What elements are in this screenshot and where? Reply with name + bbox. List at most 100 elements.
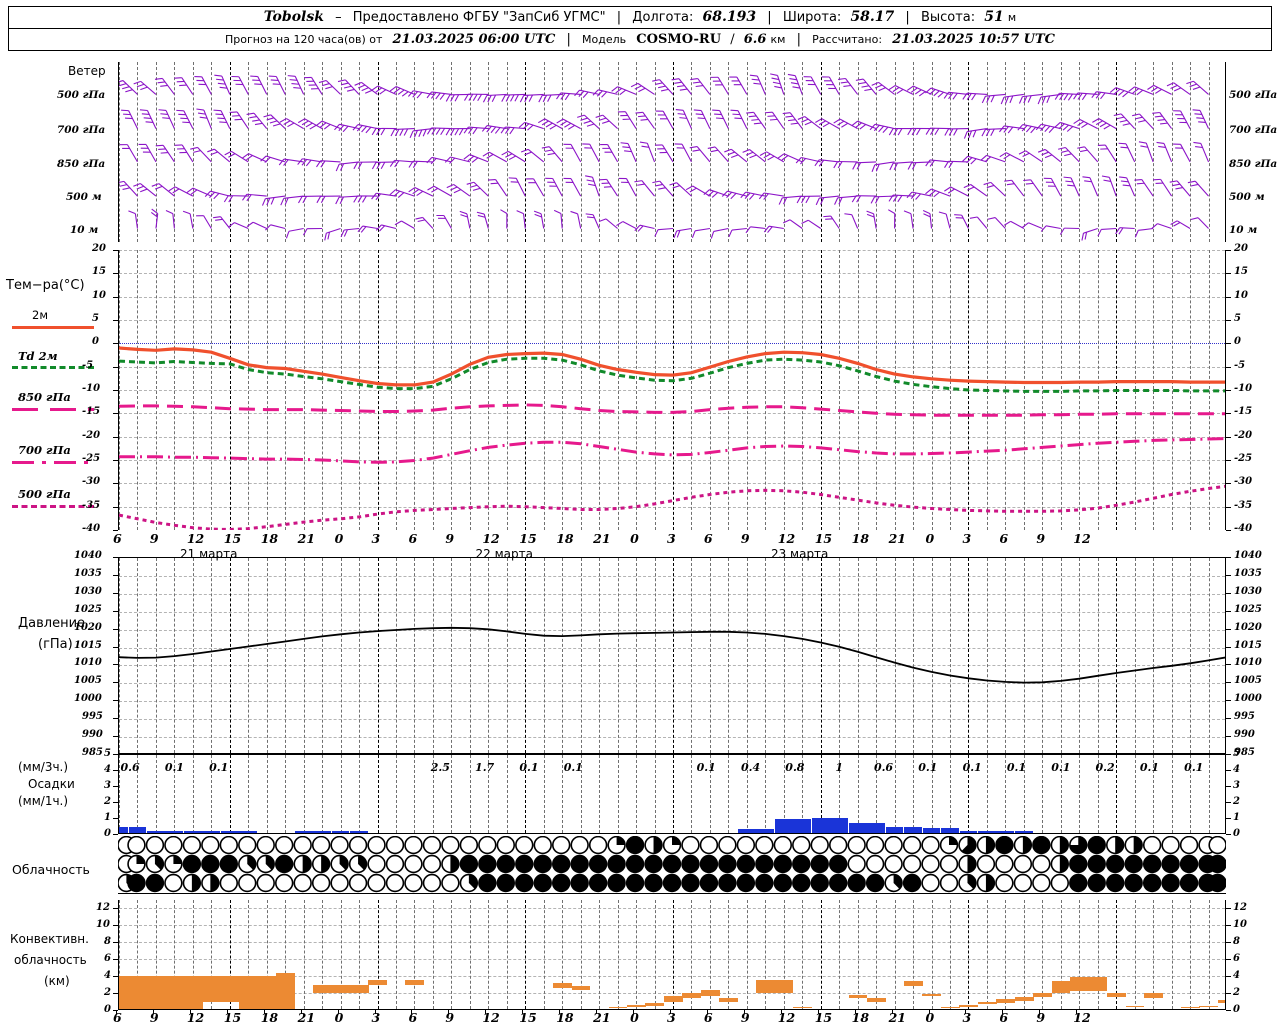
precipitation-bar: [923, 828, 941, 833]
cloud-mid-row: [1162, 856, 1179, 873]
grid-line: [248, 755, 249, 833]
axis-tick: [596, 1010, 597, 1014]
temperature-ytick-right: -15: [1234, 406, 1252, 417]
convective-title-line3: (км): [44, 974, 70, 988]
cloud-high-row: [313, 837, 330, 854]
grid-line: [618, 900, 619, 1009]
grid-line: [396, 755, 397, 833]
precipitation-bar: [775, 819, 793, 833]
axis-tick: [113, 802, 118, 803]
precipitation-bar: [118, 827, 128, 833]
time-tick-label: 6: [999, 531, 1008, 546]
grid-line: [728, 900, 729, 1009]
grid-line: [1209, 900, 1210, 1009]
precipitation-bar: [313, 831, 331, 833]
axis-tick: [1226, 1010, 1231, 1011]
precipitation-3h-value: 0.1: [159, 761, 189, 774]
cloud-mid-row: [1107, 856, 1124, 873]
convective-ytick-left: 6: [104, 953, 111, 964]
convective-cloud-bar: [978, 1002, 997, 1005]
cloud-high-row: [516, 837, 533, 854]
cloud-high-row: [387, 837, 404, 854]
grid-line: [304, 755, 305, 833]
cloud-mid-row: [627, 856, 644, 873]
cloud-low-row: [497, 875, 514, 892]
precipitation-3h-value: 0.1: [691, 761, 721, 774]
axis-tick: [375, 1010, 376, 1014]
convective-ytick-left: 2: [104, 987, 111, 998]
axis-tick: [113, 611, 118, 612]
cloud-high-row: [183, 837, 200, 854]
convective-time-label: 9: [150, 1010, 159, 1025]
divider-2: |: [760, 7, 778, 28]
precipitation-3h-value: 0.6: [115, 761, 145, 774]
cloud-high-row: [590, 837, 607, 854]
convective-cloud-bar: [1070, 977, 1089, 991]
cloud-low-row: [885, 875, 902, 892]
precipitation-bar: [849, 823, 867, 833]
cloud-high-row: [756, 837, 773, 854]
grid-line: [1079, 755, 1080, 833]
cloud-high-row: [1033, 837, 1050, 854]
temperature-ytick-left: -10: [82, 383, 100, 394]
grid-line: [433, 900, 434, 1009]
time-tick-label: 0: [335, 531, 344, 546]
cloud-low-row: [719, 875, 736, 892]
axis-tick: [411, 1010, 412, 1014]
precipitation-bar: [202, 831, 220, 833]
cloud-mid-row: [1051, 856, 1068, 873]
pressure-ytick-left: 1000: [74, 693, 102, 704]
axis-tick: [1226, 700, 1231, 701]
model-slash: /: [725, 29, 739, 50]
cloud-mid-row: [996, 856, 1013, 873]
day-boundary-line: [673, 755, 674, 833]
cloud-high-row: [1088, 837, 1105, 854]
axis-tick: [113, 647, 118, 648]
convective-cloud-bar: [405, 980, 424, 985]
divider-3: |: [898, 7, 916, 28]
convective-time-label: 6: [408, 1010, 417, 1025]
convective-title-line1: Конвективн.: [10, 932, 89, 946]
precipitation-bar: [886, 827, 904, 833]
grid-line: [451, 900, 452, 1009]
temp-legend-label-td2m: Td 2м: [18, 349, 58, 363]
time-tick-label: 12: [482, 531, 499, 546]
axis-tick: [113, 993, 118, 994]
cloud-mid-row: [1088, 856, 1105, 873]
header-line-forecast: Прогноз на 120 часа(ов) от 21.03.2025 06…: [9, 29, 1271, 50]
cloud-high-row: [848, 837, 865, 854]
axis-tick: [113, 367, 118, 368]
cloud-high-row: [424, 837, 441, 854]
convective-title-line2: облачность: [14, 953, 87, 967]
convective-ytick-left: 8: [104, 936, 111, 947]
cloud-low-row: [996, 875, 1013, 892]
convective-time-label: 3: [962, 1010, 971, 1025]
temperature-ytick-left: -35: [82, 500, 100, 511]
temperature-ytick-left: 10: [92, 290, 106, 301]
cloud-mid-row: [1125, 856, 1142, 873]
cloud-low-row: [590, 875, 607, 892]
axis-tick: [1226, 786, 1231, 787]
axis-tick: [1226, 250, 1231, 251]
cloud-low-row: [682, 875, 699, 892]
temperature-ytick-left: -5: [82, 360, 93, 371]
precipitation-bar: [129, 827, 147, 833]
grid-line: [728, 755, 729, 833]
axis-tick: [1226, 664, 1231, 665]
cloud-mid-row: [701, 856, 718, 873]
grid-line: [1098, 900, 1099, 1009]
cloud-high-row: [737, 837, 754, 854]
convective-cloud-bar: [719, 998, 738, 1002]
altitude-label: Высота:: [921, 7, 975, 28]
axis-tick: [113, 297, 118, 298]
cloud-high-row: [1070, 837, 1087, 854]
cloud-low-row: [294, 875, 311, 892]
cloud-high-row: [1107, 837, 1124, 854]
cloud-low-row: [904, 875, 921, 892]
pressure-ytick-right: 1005: [1234, 675, 1262, 686]
time-tick-label: 18: [556, 531, 573, 546]
model-resolution-unit: км: [771, 29, 786, 50]
axis-tick: [113, 908, 118, 909]
cloud-high-row: [719, 837, 736, 854]
grid-line: [562, 900, 563, 1009]
